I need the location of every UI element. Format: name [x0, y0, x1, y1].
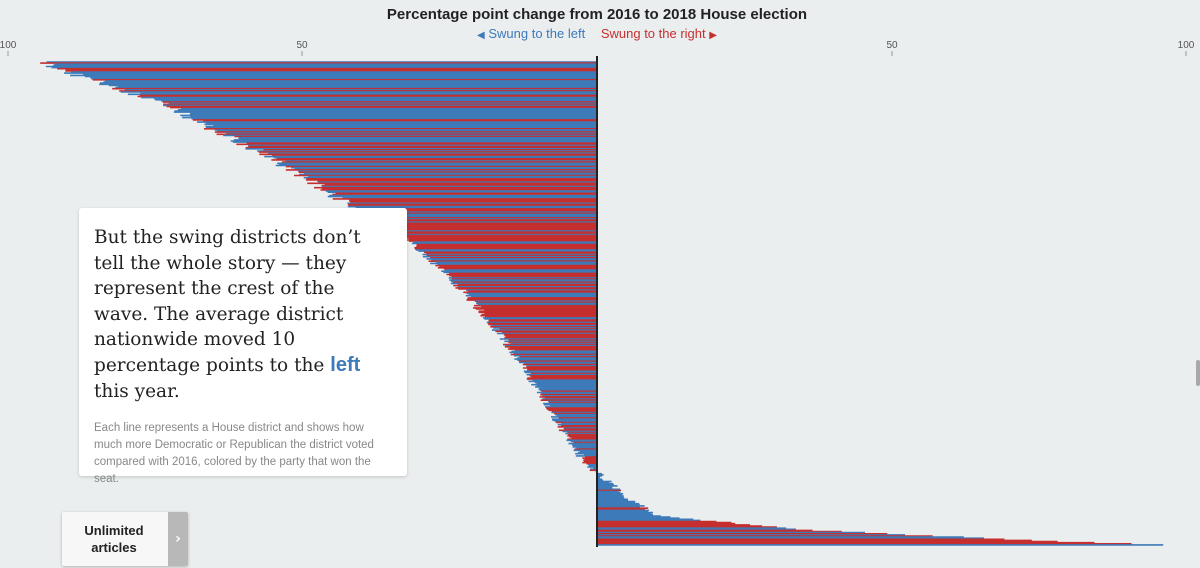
legend-right-label: Swung to the right: [600, 26, 706, 41]
chevron-right-icon[interactable]: ›: [168, 512, 188, 566]
left-arrow-icon: ◀: [477, 30, 485, 41]
annotation-headline: But the swing districts don’t tell the w…: [94, 225, 391, 404]
legend: ◀ Swung to the left Swung to the right ▶: [0, 26, 1194, 41]
unlimited-articles-button[interactable]: Unlimited articles ›: [62, 512, 188, 566]
annotation-headline-text: But the swing districts don’t tell the w…: [94, 227, 361, 376]
scrollbar[interactable]: [1196, 360, 1200, 386]
district-bars: [40, 61, 1164, 546]
annotation-note: Each line represents a House district an…: [94, 422, 374, 486]
legend-left: ◀ Swung to the left: [477, 26, 585, 41]
x-tick-label: 100: [0, 40, 17, 51]
legend-right: Swung to the right ▶: [601, 26, 717, 41]
x-tick-label: 50: [296, 40, 308, 51]
unlimited-articles-label: Unlimited articles: [84, 523, 144, 555]
x-axis: 100 50 50 100: [0, 40, 1195, 56]
annotation-card: But the swing districts don’t tell the w…: [79, 208, 407, 485]
annotation-highlight: left: [330, 353, 361, 376]
chart-title: Percentage point change from 2016 to 201…: [386, 6, 808, 23]
legend-left-label: Swung to the left: [488, 26, 586, 41]
x-tick-label: 50: [886, 40, 898, 51]
right-arrow-icon: ▶: [709, 30, 717, 41]
x-tick-label: 100: [1178, 40, 1195, 51]
annotation-headline-end: this year.: [94, 380, 180, 402]
